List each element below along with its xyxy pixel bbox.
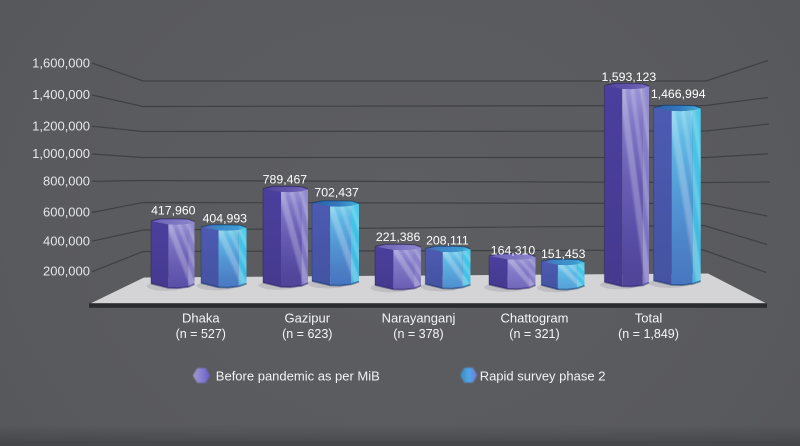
svg-text:221,386: 221,386 (376, 230, 421, 244)
svg-text:1,400,000: 1,400,000 (32, 87, 90, 102)
svg-text:417,960: 417,960 (151, 204, 196, 218)
svg-text:Before pandemic as per MiB: Before pandemic as per MiB (216, 369, 380, 384)
svg-text:Dhaka: Dhaka (182, 311, 220, 326)
svg-text:1,466,994: 1,466,994 (651, 87, 706, 101)
svg-text:404,993: 404,993 (203, 211, 248, 225)
svg-text:600,000: 600,000 (43, 205, 90, 220)
svg-text:164,310: 164,310 (491, 244, 536, 258)
svg-text:151,453: 151,453 (541, 247, 586, 261)
svg-text:1,200,000: 1,200,000 (32, 118, 90, 133)
svg-text:(n = 378): (n = 378) (393, 327, 443, 341)
svg-text:1,593,123: 1,593,123 (602, 70, 657, 84)
svg-text:789,467: 789,467 (263, 173, 308, 187)
svg-text:Total: Total (635, 311, 663, 326)
svg-text:(n = 321): (n = 321) (509, 327, 559, 341)
svg-text:Rapid survey phase 2: Rapid survey phase 2 (480, 369, 606, 384)
svg-text:(n = 1,849): (n = 1,849) (618, 327, 679, 341)
svg-text:(n = 527): (n = 527) (176, 327, 226, 341)
svg-text:702,437: 702,437 (314, 185, 359, 199)
svg-text:1,000,000: 1,000,000 (32, 146, 90, 161)
svg-text:Narayanganj: Narayanganj (382, 311, 456, 326)
svg-text:Gazipur: Gazipur (285, 311, 331, 326)
svg-text:400,000: 400,000 (43, 233, 90, 248)
svg-text:(n = 623): (n = 623) (282, 327, 332, 341)
svg-text:Chattogram: Chattogram (501, 311, 569, 326)
svg-text:200,000: 200,000 (43, 264, 90, 279)
svg-text:800,000: 800,000 (43, 174, 90, 189)
svg-text:208,111: 208,111 (426, 234, 469, 248)
svg-text:1,600,000: 1,600,000 (32, 56, 90, 71)
